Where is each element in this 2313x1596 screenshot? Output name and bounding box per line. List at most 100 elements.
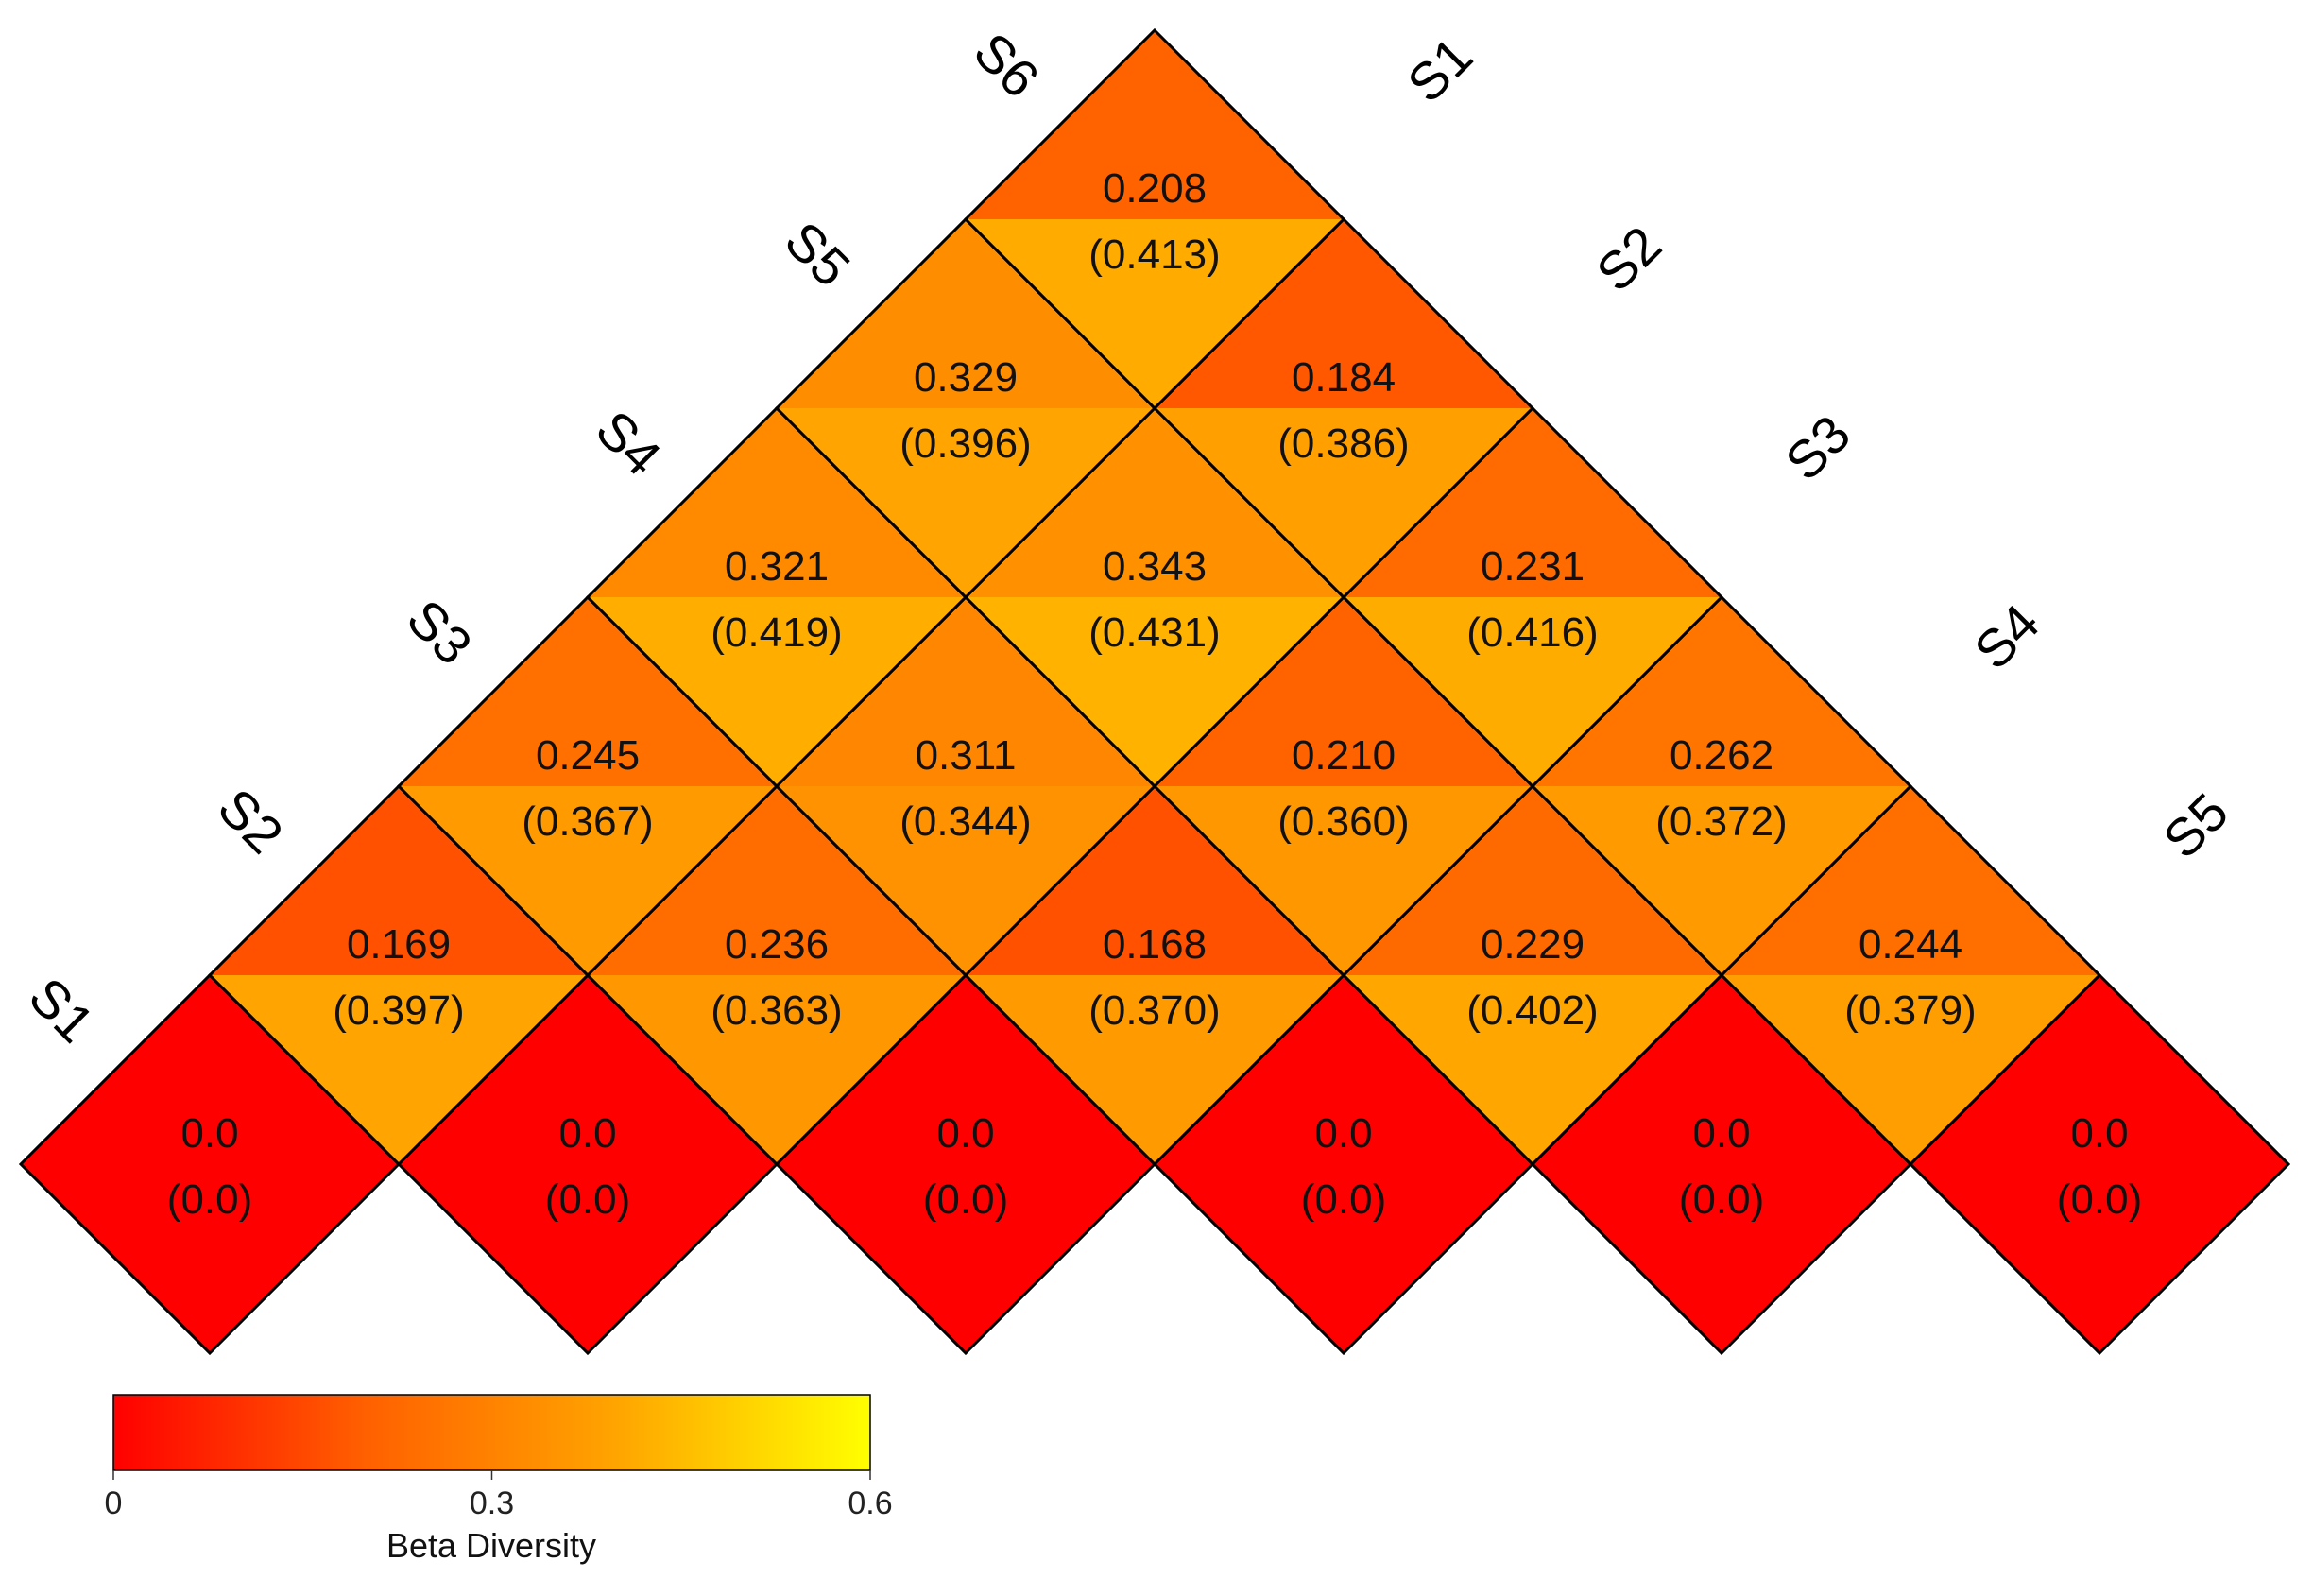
cell-value-bottom: (0.431) bbox=[1088, 609, 1220, 656]
heatmap-cell-S4-S4: 0.0 (0.0) bbox=[1152, 972, 1535, 1356]
cell-lower-half bbox=[1155, 786, 1533, 975]
cell-lower-half bbox=[1155, 1164, 1533, 1353]
cell-upper-half bbox=[1155, 597, 1533, 786]
site-label-left-S5: S5 bbox=[774, 210, 862, 298]
cell-lower-half bbox=[1533, 1164, 1910, 1353]
colorbar-tick-label: 0 bbox=[105, 1485, 123, 1521]
cell-value-top: 0.0 bbox=[180, 1110, 238, 1157]
cell-lower-half bbox=[210, 975, 588, 1164]
cell-lower-half bbox=[966, 219, 1344, 408]
heatmap-cell-S2-S6: 0.184 (0.386) bbox=[1152, 216, 1535, 600]
cell-value-bottom: (0.397) bbox=[333, 987, 464, 1034]
cell-value-top: 0.0 bbox=[1314, 1110, 1372, 1157]
cell-value-top: 0.184 bbox=[1292, 354, 1396, 401]
cell-value-bottom: (0.372) bbox=[1655, 798, 1787, 845]
cell-value-top: 0.229 bbox=[1481, 921, 1585, 968]
cell-lower-half bbox=[966, 975, 1344, 1164]
cell-value-top: 0.329 bbox=[914, 354, 1018, 401]
cell-upper-half bbox=[966, 408, 1344, 597]
site-label-left-S6: S6 bbox=[963, 21, 1051, 109]
cell-value-bottom: (0.363) bbox=[711, 987, 842, 1034]
cell-upper-half bbox=[1155, 975, 1533, 1164]
site-label-right-S3: S3 bbox=[1773, 403, 1861, 491]
cell-value-bottom: (0.370) bbox=[1088, 987, 1220, 1034]
cell-value-bottom: (0.386) bbox=[1277, 420, 1409, 467]
cell-upper-half bbox=[588, 786, 966, 975]
cell-value-bottom: (0.379) bbox=[1844, 987, 1976, 1034]
heatmap-cell-S5-S6: 0.244 (0.379) bbox=[1719, 783, 2102, 1167]
cell-value-top: 0.244 bbox=[1859, 921, 1962, 968]
site-label-left-S1: S1 bbox=[18, 966, 106, 1054]
cell-value-bottom: (0.419) bbox=[711, 609, 842, 656]
site-label-left-S3: S3 bbox=[396, 588, 484, 676]
cell-value-bottom: (0.0) bbox=[1301, 1176, 1386, 1223]
cell-value-bottom: (0.0) bbox=[923, 1176, 1008, 1223]
cell-value-top: 0.245 bbox=[536, 732, 640, 779]
cell-value-top: 0.231 bbox=[1481, 543, 1585, 590]
heatmap-cells: 0.0 (0.0) 0.0 (0.0) 0.0 (0.0) 0.0 (0.0) 0.0 (0.0)… bbox=[18, 27, 2291, 1356]
cell-value-bottom: (0.0) bbox=[545, 1176, 630, 1223]
cell-upper-half bbox=[1533, 597, 1910, 786]
cell-lower-half bbox=[777, 1164, 1155, 1353]
cell-upper-half bbox=[588, 408, 966, 597]
cell-value-top: 0.0 bbox=[1692, 1110, 1750, 1157]
cell-value-top: 0.168 bbox=[1103, 921, 1207, 968]
site-label-right-S5: S5 bbox=[2151, 781, 2239, 869]
cell-value-top: 0.321 bbox=[725, 543, 829, 590]
heatmap-cell-S3-S4: 0.168 (0.370) bbox=[963, 783, 1346, 1167]
colorbar-tick-label: 0.6 bbox=[848, 1485, 892, 1521]
cell-upper-half bbox=[1344, 408, 1722, 597]
cell-lower-half bbox=[399, 786, 777, 975]
cell-value-bottom: (0.0) bbox=[2057, 1176, 2142, 1223]
cell-upper-half bbox=[399, 597, 777, 786]
cell-upper-half bbox=[777, 219, 1155, 408]
colorbar-title: Beta Diversity bbox=[386, 1526, 596, 1565]
cell-lower-half bbox=[1344, 597, 1722, 786]
cell-value-bottom: (0.413) bbox=[1088, 232, 1220, 278]
site-label-right-S2: S2 bbox=[1585, 215, 1672, 302]
heatmap-cell-S3-S6: 0.231 (0.416) bbox=[1341, 405, 1724, 789]
heatmap-cell-S2-S5: 0.343 (0.431) bbox=[963, 405, 1346, 789]
heatmap-cell-S6-S6: 0.0 (0.0) bbox=[1908, 972, 2291, 1356]
site-label-right-S1: S1 bbox=[1396, 26, 1483, 113]
heatmap-cell-S3-S3: 0.0 (0.0) bbox=[774, 972, 1157, 1356]
heatmap-cell-S4-S6: 0.262 (0.372) bbox=[1530, 594, 1913, 978]
cell-value-bottom: (0.0) bbox=[1679, 1176, 1764, 1223]
cell-value-bottom: (0.367) bbox=[522, 798, 653, 845]
heatmap-cell-S1-S3: 0.245 (0.367) bbox=[396, 594, 780, 978]
cell-value-bottom: (0.360) bbox=[1277, 798, 1409, 845]
cell-lower-half bbox=[1344, 975, 1722, 1164]
cell-lower-half bbox=[966, 597, 1344, 786]
cell-upper-half bbox=[210, 786, 588, 975]
cell-value-top: 0.0 bbox=[558, 1110, 616, 1157]
cell-upper-half bbox=[21, 975, 399, 1164]
cell-value-top: 0.311 bbox=[916, 732, 1017, 779]
cell-upper-half bbox=[966, 786, 1344, 975]
heatmap-cell-S2-S3: 0.236 (0.363) bbox=[585, 783, 968, 1167]
cell-border bbox=[963, 27, 1346, 411]
site-label-left-S4: S4 bbox=[585, 399, 673, 487]
cell-lower-half bbox=[777, 786, 1155, 975]
colorbar-tick-label: 0.3 bbox=[470, 1485, 514, 1521]
cell-value-bottom: (0.396) bbox=[900, 420, 1031, 467]
cell-upper-half bbox=[1910, 975, 2288, 1164]
cell-upper-half bbox=[1722, 786, 2099, 975]
cell-value-top: 0.236 bbox=[725, 921, 829, 968]
heatmap-cell-S1-S6: 0.208 (0.413) bbox=[963, 27, 1346, 411]
heatmap-cell-S1-S5: 0.329 (0.396) bbox=[774, 216, 1157, 600]
cell-value-top: 0.208 bbox=[1103, 165, 1207, 212]
cell-value-bottom: (0.0) bbox=[167, 1176, 252, 1223]
cell-upper-half bbox=[777, 597, 1155, 786]
colorbar: Beta Diversity 0 0.3 0.6 bbox=[105, 1394, 893, 1565]
heatmap-cell-S4-S5: 0.229 (0.402) bbox=[1341, 783, 1724, 1167]
cell-value-top: 0.262 bbox=[1670, 732, 1773, 779]
cell-upper-half bbox=[399, 975, 777, 1164]
heatmap-cell-S1-S4: 0.321 (0.419) bbox=[585, 405, 968, 789]
cell-value-top: 0.169 bbox=[347, 921, 451, 968]
cell-value-top: 0.210 bbox=[1292, 732, 1396, 779]
cell-lower-half bbox=[1533, 786, 1910, 975]
cell-lower-half bbox=[1910, 1164, 2288, 1353]
cell-value-bottom: (0.416) bbox=[1466, 609, 1598, 656]
cell-upper-half bbox=[777, 975, 1155, 1164]
